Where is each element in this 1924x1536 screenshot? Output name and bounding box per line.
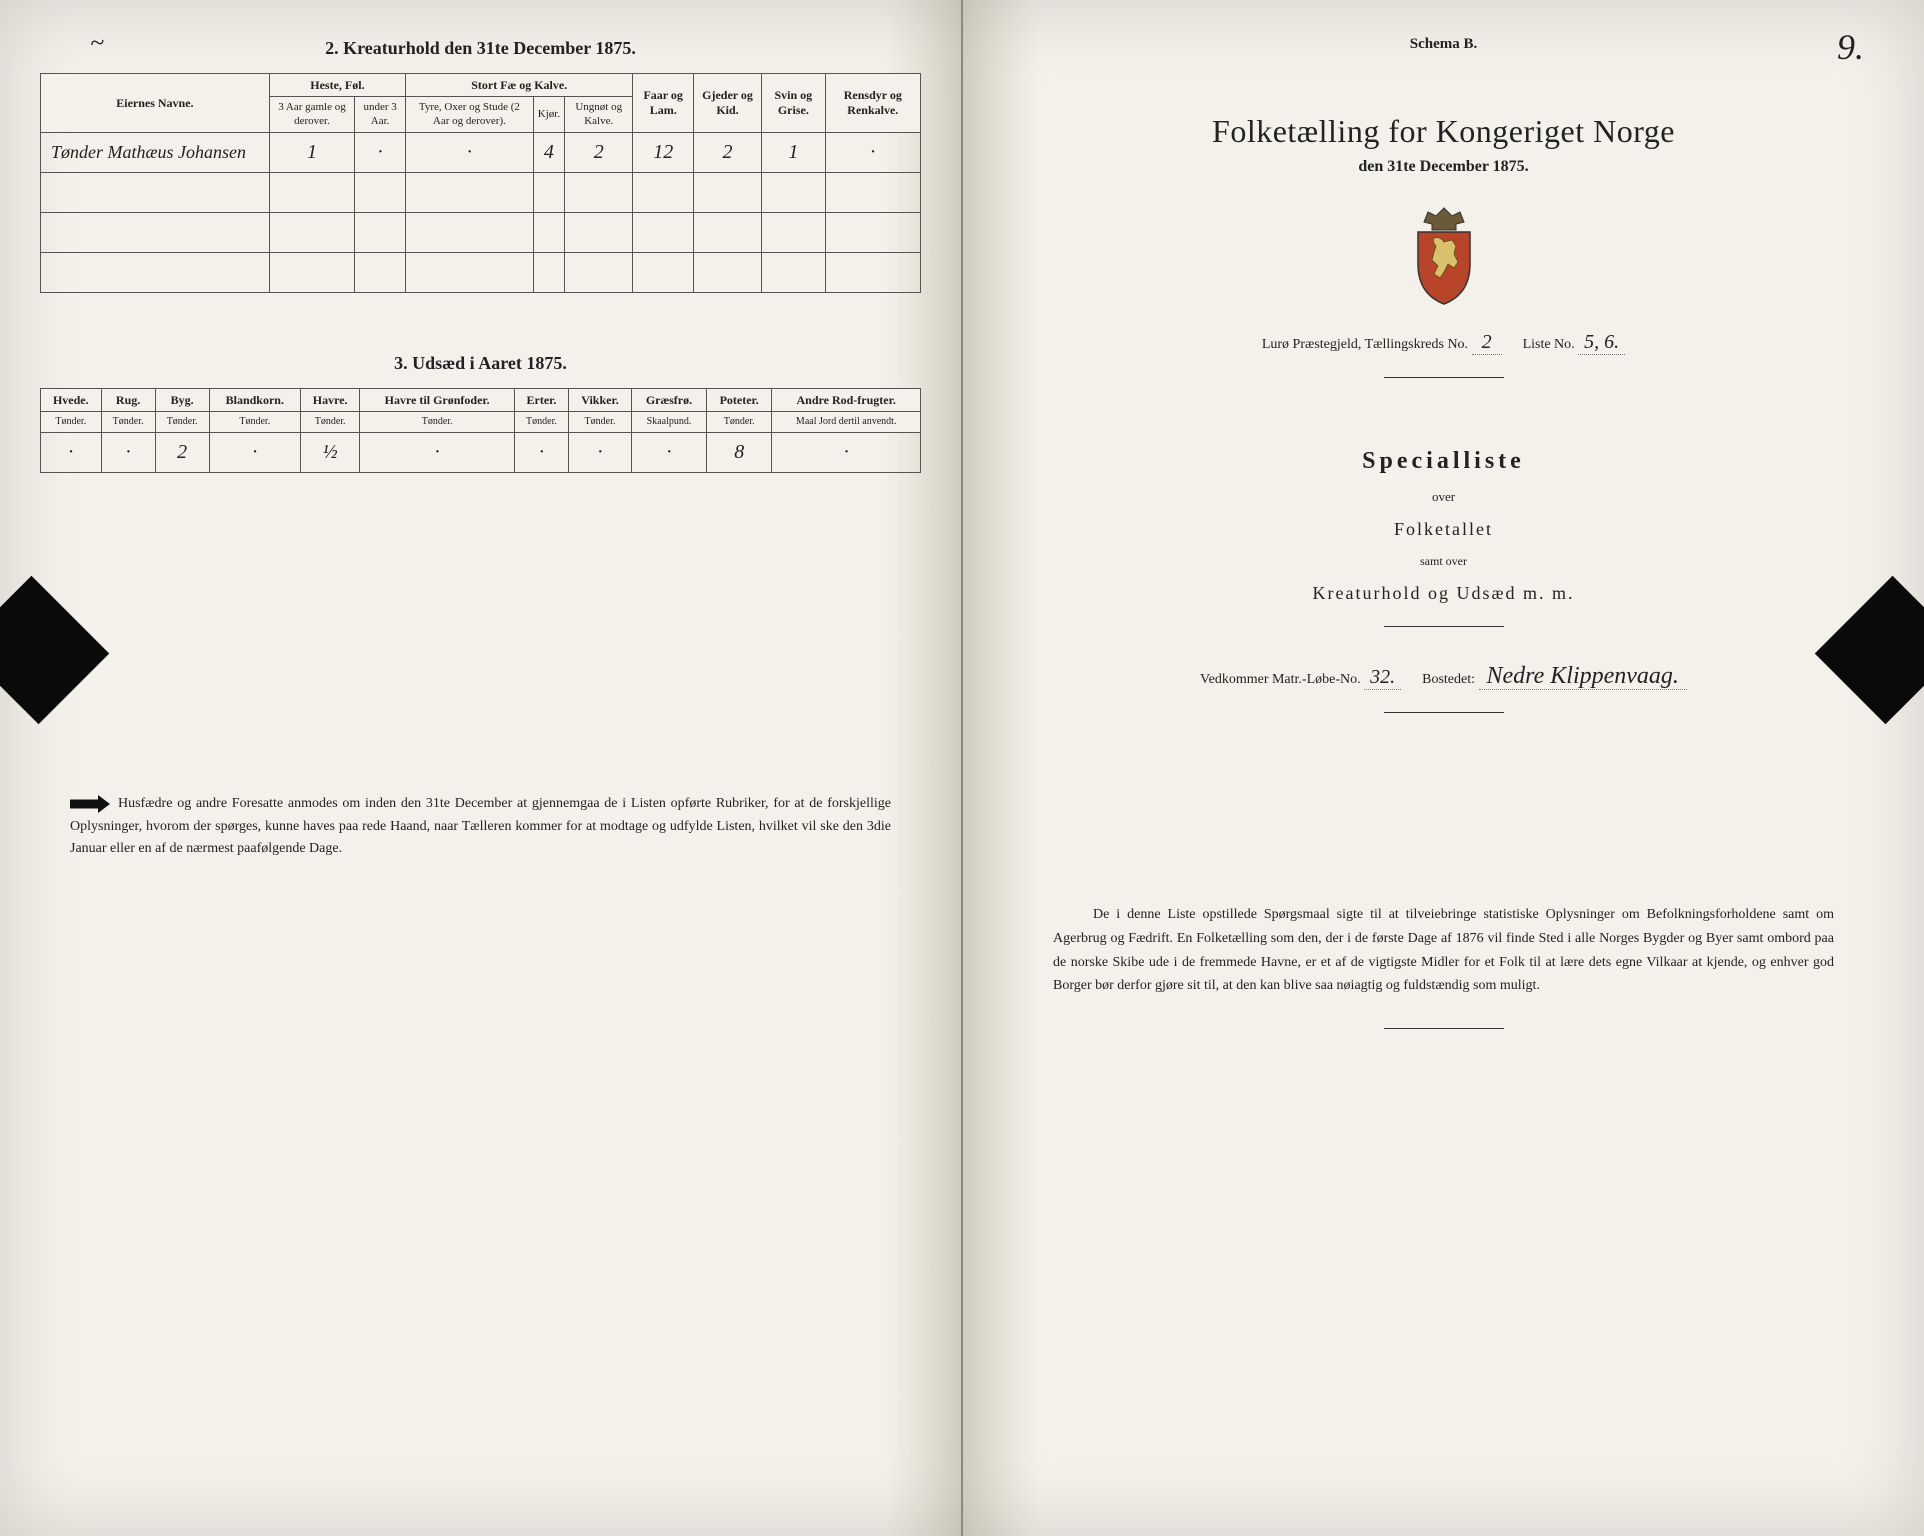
- col-faar: Faar og Lam.: [633, 74, 694, 133]
- coat-of-arms-icon: [1003, 206, 1884, 311]
- book-spread: ~ 2. Kreaturhold den 31te December 1875.…: [0, 0, 1924, 1536]
- cell: 1: [269, 132, 354, 172]
- sub-h2: under 3 Aar.: [355, 97, 406, 132]
- col-heste: Heste, Føl.: [269, 74, 405, 97]
- samt-label: samt over: [1003, 554, 1884, 569]
- left-page: ~ 2. Kreaturhold den 31te December 1875.…: [0, 0, 963, 1536]
- over-label: over: [1003, 489, 1884, 505]
- cell-name: Tønder Mathæus Johansen: [41, 132, 270, 172]
- divider: [1384, 377, 1504, 378]
- folketallet-label: Folketallet: [1003, 519, 1884, 540]
- kreaturhold-label: Kreaturhold og Udsæd m. m.: [1003, 583, 1884, 604]
- sub-s2: Kjør.: [533, 97, 564, 132]
- table-row: · · 2 · ½ · · · · 8 ·: [41, 433, 921, 473]
- col-rensdyr: Rensdyr og Renkalve.: [825, 74, 920, 133]
- table-row: [41, 252, 921, 292]
- page-number: 9.: [1837, 26, 1864, 68]
- cell: ·: [355, 132, 406, 172]
- matr-no: 32.: [1364, 666, 1401, 690]
- col-stortfae: Stort Fæ og Kalve.: [406, 74, 633, 97]
- table-row: [41, 172, 921, 212]
- cell: ·: [825, 132, 920, 172]
- cell: 2: [693, 132, 761, 172]
- section-2-title: 2. Kreaturhold den 31te December 1875.: [40, 38, 921, 59]
- kreaturhold-table: Eiernes Navne. Heste, Føl. Stort Fæ og K…: [40, 73, 921, 293]
- divider: [1384, 1028, 1504, 1029]
- bosted-value: Nedre Klippenvaag.: [1479, 663, 1687, 690]
- specialliste-title: Specialliste: [1003, 448, 1884, 475]
- divider: [1384, 712, 1504, 713]
- sub-h1: 3 Aar gamle og derover.: [269, 97, 354, 132]
- col-svin: Svin og Grise.: [762, 74, 826, 133]
- sub-s3: Ungnøt og Kalve.: [565, 97, 633, 132]
- section-3-title: 3. Udsæd i Aaret 1875.: [40, 353, 921, 374]
- main-title: Folketælling for Kongeriget Norge: [1003, 113, 1884, 150]
- right-footnote: De i denne Liste opstillede Spørgsmaal s…: [1003, 903, 1884, 998]
- meta-line: Lurø Præstegjeld, Tællingskreds No. 2 Li…: [1003, 331, 1884, 355]
- sub-date: den 31te December 1875.: [1003, 158, 1884, 176]
- table-subheader: Tønder. Tønder. Tønder. Tønder. Tønder. …: [41, 412, 921, 433]
- col-eier: Eiernes Navne.: [41, 74, 270, 133]
- divider: [1384, 626, 1504, 627]
- top-scribble: ~: [89, 28, 105, 59]
- table-row: Tønder Mathæus Johansen 1 · · 4 2 12 2 1…: [41, 132, 921, 172]
- left-footnote: Husfædre og andre Foresatte anmodes om i…: [40, 793, 921, 860]
- table-row: [41, 212, 921, 252]
- kreds-no: 2: [1472, 331, 1502, 355]
- cell: ·: [406, 132, 534, 172]
- pointing-hand-icon: [70, 795, 110, 813]
- cell: 4: [533, 132, 564, 172]
- cell: 12: [633, 132, 694, 172]
- col-gjeder: Gjeder og Kid.: [693, 74, 761, 133]
- udsaed-table: Hvede. Rug. Byg. Blandkorn. Havre. Havre…: [40, 388, 921, 473]
- cell: 2: [565, 132, 633, 172]
- cell: 1: [762, 132, 826, 172]
- table-header: Hvede. Rug. Byg. Blandkorn. Havre. Havre…: [41, 388, 921, 411]
- schema-label: Schema B.: [1003, 36, 1884, 53]
- sub-s1: Tyre, Oxer og Stude (2 Aar og derover).: [406, 97, 534, 132]
- liste-no: 5, 6.: [1578, 331, 1625, 355]
- vedkommer-line: Vedkommer Matr.-Løbe-No. 32. Bostedet: N…: [1003, 663, 1884, 690]
- right-page: Schema B. 9. Folketælling for Kongeriget…: [963, 0, 1924, 1536]
